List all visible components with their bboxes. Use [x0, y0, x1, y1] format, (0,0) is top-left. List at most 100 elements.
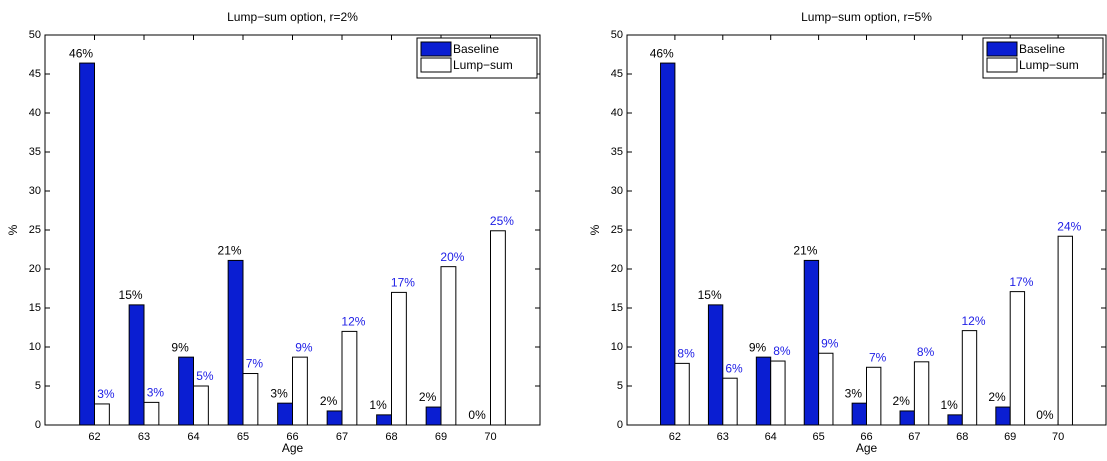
value-label: 8% [677, 347, 695, 361]
bar [1057, 235, 1073, 426]
value-label: 9% [295, 340, 313, 354]
x-tick-label: 66 [860, 431, 872, 443]
value-label: 21% [793, 244, 817, 258]
value-label: 46% [650, 46, 674, 60]
bar [899, 410, 915, 426]
bar [851, 402, 868, 426]
legend-swatch [420, 57, 452, 73]
chart-title: Lump−sum option, r=5% [801, 10, 932, 24]
value-label: 12% [341, 315, 365, 329]
y-tick-label: 50 [611, 29, 623, 41]
value-label: 46% [69, 46, 93, 60]
value-label: 1% [369, 398, 387, 412]
y-tick-label: 15 [29, 302, 41, 314]
legend-label: Baseline [1019, 42, 1065, 56]
value-label: 2% [320, 394, 338, 408]
value-label: 5% [196, 369, 214, 383]
bar [440, 266, 457, 426]
value-label: 2% [419, 390, 437, 404]
bar [128, 304, 145, 426]
y-tick-label: 15 [611, 302, 623, 314]
bar [674, 362, 690, 426]
value-label: 8% [917, 345, 935, 359]
chart-title: Lump−sum option, r=2% [227, 10, 358, 24]
x-tick-label: 64 [765, 431, 777, 443]
legend-swatch [420, 41, 452, 57]
bar [995, 406, 1011, 426]
x-tick-label: 62 [669, 431, 681, 443]
y-tick-label: 45 [611, 68, 623, 80]
value-label: 7% [246, 357, 264, 371]
legend-swatch [986, 57, 1018, 73]
value-label: 9% [821, 336, 839, 350]
bar [755, 356, 772, 426]
value-label: 17% [391, 276, 415, 290]
x-tick-label: 70 [484, 431, 496, 443]
bar [227, 259, 244, 426]
y-tick-label: 45 [29, 68, 41, 80]
legend-label: Baseline [453, 42, 499, 56]
y-tick-label: 30 [29, 185, 41, 197]
y-tick-label: 35 [611, 146, 623, 158]
x-tick-label: 69 [1004, 431, 1016, 443]
x-tick-label: 63 [717, 431, 729, 443]
value-label: 6% [725, 361, 743, 375]
bar [277, 402, 293, 426]
bar [660, 62, 676, 426]
x-tick-label: 70 [1052, 431, 1064, 443]
bar [803, 259, 820, 426]
x-tick-label: 62 [88, 431, 100, 443]
bar [391, 291, 407, 426]
bar [376, 414, 392, 426]
value-label: 24% [1057, 219, 1081, 233]
bar [722, 377, 738, 426]
y-tick-label: 20 [611, 263, 623, 275]
x-tick-label: 69 [435, 431, 447, 443]
value-label: 2% [893, 394, 911, 408]
bar [866, 366, 882, 426]
value-label: 12% [961, 314, 985, 328]
bar [193, 385, 209, 426]
y-axis-label: % [6, 224, 20, 235]
value-label: 1% [940, 398, 958, 412]
value-label: 15% [119, 288, 143, 302]
bar [79, 62, 96, 426]
y-tick-label: 5 [617, 380, 623, 392]
x-tick-label: 65 [812, 431, 824, 443]
plot-frame [626, 34, 1107, 426]
value-label: 0% [468, 408, 486, 422]
y-tick-label: 35 [29, 146, 41, 158]
x-axis-label: Age [282, 441, 304, 455]
x-tick-label: 67 [908, 431, 920, 443]
value-label: 3% [97, 387, 115, 401]
y-tick-label: 5 [35, 380, 41, 392]
value-label: 21% [218, 244, 242, 258]
x-tick-label: 65 [237, 431, 249, 443]
bar [94, 403, 110, 426]
x-tick-label: 68 [956, 431, 968, 443]
y-tick-label: 50 [29, 29, 41, 41]
bar [818, 352, 834, 426]
bar [770, 360, 786, 426]
y-tick-label: 20 [29, 263, 41, 275]
value-label: 3% [147, 386, 165, 400]
bar [292, 356, 308, 426]
bar [143, 401, 160, 426]
legend-label: Lump−sum [453, 58, 513, 72]
bar [913, 361, 930, 426]
value-label: 9% [749, 340, 767, 354]
bar [425, 406, 442, 426]
value-label: 3% [270, 386, 288, 400]
bar [326, 410, 343, 426]
value-label: 17% [1009, 275, 1033, 289]
y-axis-label: % [588, 224, 602, 235]
bar [1009, 291, 1026, 426]
x-axis-label: Age [856, 441, 878, 455]
legend-label: Lump−sum [1019, 58, 1079, 72]
value-label: 3% [845, 386, 863, 400]
y-tick-label: 0 [617, 419, 623, 431]
x-tick-label: 66 [286, 431, 298, 443]
x-tick-label: 67 [336, 431, 348, 443]
